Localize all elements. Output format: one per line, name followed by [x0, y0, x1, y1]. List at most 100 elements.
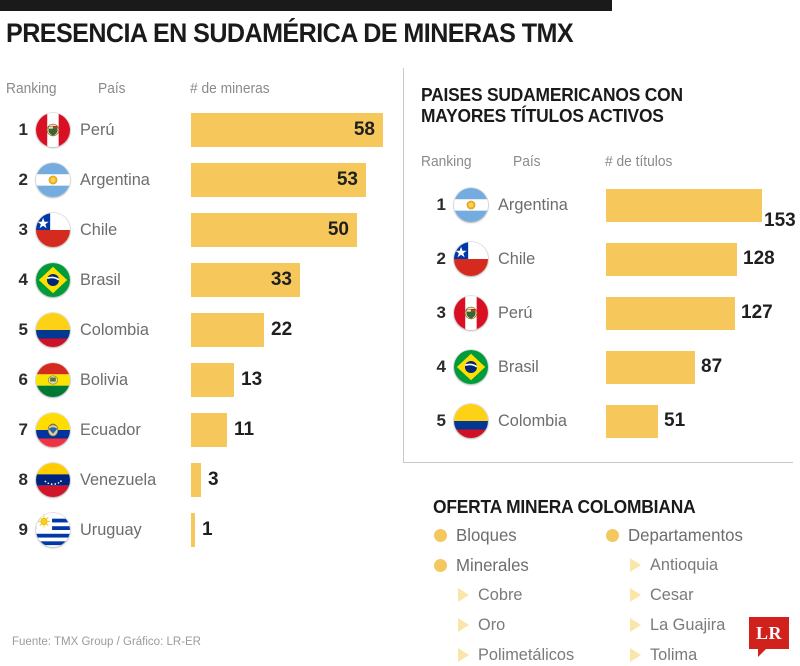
bar	[606, 188, 762, 222]
table-row: 1 Perú	[6, 107, 116, 153]
list-item-label: Cesar	[650, 585, 694, 604]
flag-icon-colombia	[454, 404, 488, 438]
bar-value-label: 22	[271, 319, 293, 340]
table-row: 2 Chile	[424, 236, 537, 282]
bar	[606, 350, 695, 384]
right-panel-title: PAISES SUDAMERICANOS CON MAYORES TÍTULOS…	[421, 84, 683, 126]
left-header-pais: País	[98, 81, 126, 97]
table-row: 6 Bolivia	[6, 357, 130, 403]
bullet-dot-icon	[434, 559, 447, 572]
table-row: 3 Chile	[6, 207, 119, 253]
list-item: Departamentos	[606, 525, 748, 546]
list-item: Tolima	[630, 645, 699, 665]
list-item: Minerales	[434, 555, 532, 576]
rank-number: 5	[436, 411, 446, 430]
flag-icon-brasil	[36, 263, 70, 297]
list-item: La Guajira	[630, 615, 728, 635]
flag-icon-uruguay	[36, 513, 70, 547]
bar	[606, 242, 737, 276]
bar-value-label: 127	[741, 302, 773, 323]
bar-row	[606, 182, 762, 228]
country-name: Brasil	[498, 357, 539, 376]
vertical-divider	[403, 68, 404, 462]
bar-value-label: 50	[327, 219, 349, 240]
bar-row: 22	[191, 307, 292, 353]
list-item-label: Minerales	[456, 555, 529, 575]
horizontal-divider	[403, 462, 793, 463]
country-name: Perú	[80, 120, 115, 139]
rank-number: 2	[436, 249, 446, 268]
source-note: Fuente: TMX Group / Gráfico: LR-ER	[12, 636, 201, 648]
logo-tail	[758, 648, 767, 657]
logo-text: LR	[755, 622, 782, 643]
flag-icon-argentina	[454, 188, 488, 222]
list-item-label: Departamentos	[628, 525, 743, 545]
bar-row: 53	[191, 157, 366, 203]
bar-row: 127	[606, 290, 773, 336]
rank-number: 8	[18, 470, 28, 489]
rank-number: 4	[18, 270, 28, 289]
rank-number: 1	[436, 195, 446, 214]
top-black-bar	[0, 0, 612, 11]
table-row: 1 Argentina	[424, 182, 571, 228]
country-name: Uruguay	[80, 520, 142, 539]
rank-number: 7	[18, 420, 28, 439]
bar	[191, 213, 357, 247]
table-row: 8 Venezuela	[6, 457, 159, 503]
bar-row: 128	[606, 236, 775, 282]
rank-number: 6	[18, 370, 28, 389]
right-header-ranking: Ranking	[421, 154, 472, 170]
flag-icon-peru	[36, 113, 70, 147]
bar-row: 13	[191, 357, 262, 403]
bar	[191, 163, 366, 197]
bar-value-label: 58	[353, 119, 375, 140]
bar	[191, 113, 383, 147]
bar-row: 33	[191, 257, 300, 303]
bar-row: 11	[191, 407, 254, 453]
bar	[606, 296, 735, 330]
country-name: Bolivia	[80, 370, 129, 389]
list-item-label: Antioquia	[650, 555, 719, 574]
list-item: Cesar	[630, 585, 695, 605]
bar	[191, 413, 227, 447]
bar-value-label: 51	[664, 410, 686, 431]
table-row: 5 Colombia	[424, 398, 570, 444]
list-item-label: Cobre	[478, 585, 523, 604]
list-item-label: Bloques	[456, 525, 517, 545]
rank-number: 1	[18, 120, 28, 139]
table-row: 4 Brasil	[424, 344, 541, 390]
flag-icon-bolivia	[36, 363, 70, 397]
list-item-label: La Guajira	[650, 615, 726, 634]
flag-icon-brasil	[454, 350, 488, 384]
bar	[606, 404, 658, 438]
left-header-value: # de mineras	[190, 81, 270, 97]
bullet-triangle-icon	[630, 618, 641, 632]
country-name: Chile	[80, 220, 118, 239]
flag-icon-chile	[36, 213, 70, 247]
bullet-triangle-icon	[630, 648, 641, 662]
country-name: Venezuela	[80, 470, 157, 489]
country-name: Argentina	[80, 170, 150, 189]
bullet-triangle-icon	[630, 588, 641, 602]
country-name: Argentina	[498, 195, 568, 214]
flag-icon-peru	[454, 296, 488, 330]
bullet-triangle-icon	[630, 558, 641, 572]
table-row: 7 Ecuador	[6, 407, 143, 453]
rank-number: 4	[436, 357, 446, 376]
bar-value-label: 87	[701, 356, 723, 377]
flag-icon-colombia	[36, 313, 70, 347]
bar-row: 87	[606, 344, 722, 390]
table-row: 4 Brasil	[6, 257, 123, 303]
list-item-label: Oro	[478, 615, 506, 634]
list-item: Antioquia	[630, 555, 721, 575]
bar	[191, 263, 300, 297]
bar-value-label: 1	[202, 519, 213, 540]
list-item: Bloques	[434, 525, 519, 546]
left-header-ranking: Ranking	[6, 81, 57, 97]
list-item: Polimetálicos	[458, 645, 578, 665]
bar-value-label: 53	[336, 169, 358, 190]
bar-row: 51	[606, 398, 685, 444]
bullet-triangle-icon	[458, 648, 469, 662]
bar-value-label: 13	[241, 369, 263, 390]
